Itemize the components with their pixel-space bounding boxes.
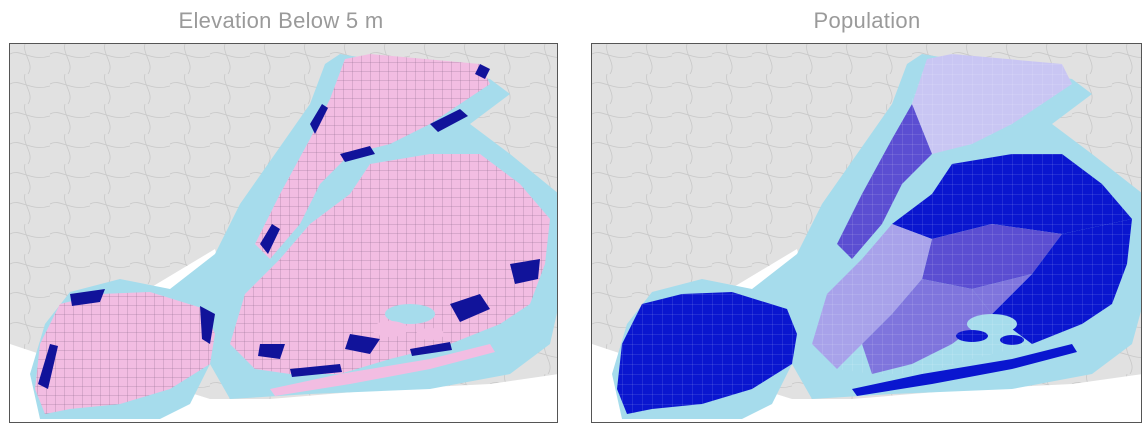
elevation-map-panel: Elevation Below 5 m bbox=[0, 0, 562, 432]
population-map[interactable] bbox=[591, 43, 1142, 423]
elevation-map[interactable] bbox=[9, 43, 558, 423]
population-map-title: Population bbox=[813, 8, 921, 33]
bay-island bbox=[385, 304, 435, 324]
elevation-map-title: Elevation Below 5 m bbox=[178, 8, 384, 33]
rockaway bbox=[270, 344, 495, 396]
population-map-panel: Population bbox=[586, 0, 1148, 432]
rockaway bbox=[852, 344, 1077, 396]
low-elevation-areas bbox=[38, 64, 540, 389]
